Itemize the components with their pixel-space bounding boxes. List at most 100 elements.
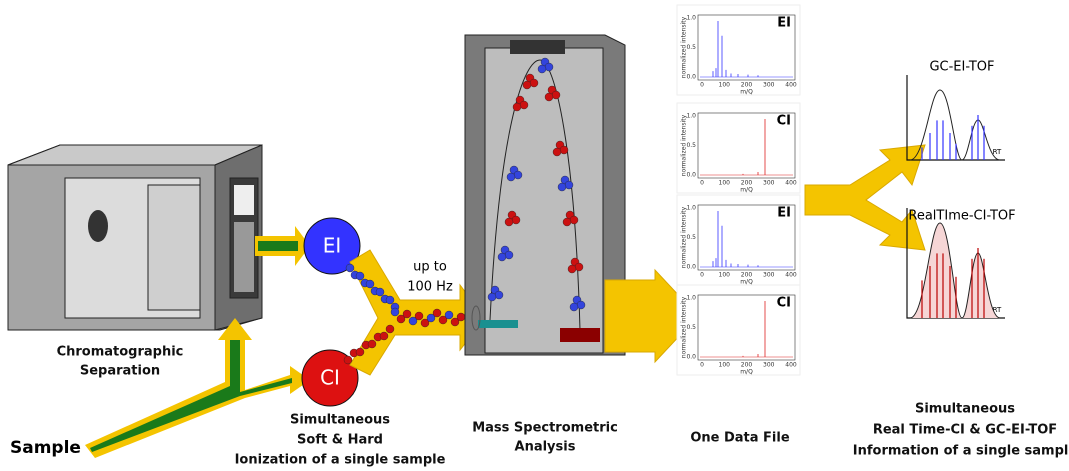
ion (551, 90, 561, 100)
ion (432, 308, 442, 318)
ion (494, 290, 504, 300)
x-tick-label: 300 (763, 272, 775, 279)
ion (559, 145, 569, 155)
plot-area (697, 112, 796, 179)
ci-source (301, 349, 359, 407)
ion (414, 311, 424, 321)
spectrum: EI 1.0 0.5 0.0 0 100 200 300 400 m/Q normalized in… (676, 194, 801, 286)
plot-area (697, 204, 796, 271)
ion (444, 310, 454, 320)
y-tick-label: 0.0 (686, 172, 696, 179)
ion (512, 102, 522, 112)
chromatogram: RealTIme-CI-TOF RT (906, 208, 1016, 319)
ion (576, 300, 586, 310)
ms-label: Mass Spectrometric (472, 421, 618, 436)
x-tick-label: 0 (700, 362, 704, 369)
ion (513, 170, 523, 180)
ion (375, 287, 385, 297)
ion (522, 80, 532, 90)
y-tick-label: 1.0 (686, 295, 696, 302)
ion (569, 302, 579, 312)
x-tick-label: 400 (785, 180, 797, 187)
ion (355, 347, 365, 357)
ion (557, 182, 567, 192)
x-tick-label: 100 (719, 180, 731, 187)
ion (564, 180, 574, 190)
ei-label: EI (323, 234, 342, 258)
ion (456, 312, 466, 322)
x-axis-label: m/Q (740, 369, 753, 376)
ion (504, 250, 514, 260)
x-tick-label: 200 (741, 180, 753, 187)
ion (385, 324, 395, 334)
chromatogram-title: GC-EI-TOF (929, 60, 994, 75)
spectrum: EI 1.0 0.5 0.0 0 100 200 300 400 m/Q normalized in… (676, 4, 801, 96)
sample-label: Sample (10, 438, 81, 458)
ion (562, 217, 572, 227)
gc-label: Chromatographic (57, 345, 184, 360)
x-axis-label: m/Q (740, 187, 753, 194)
gc-instrument (7, 144, 263, 331)
ci-label: CI (320, 366, 340, 390)
x-axis-label: m/Q (740, 279, 753, 286)
axis-label: RT (993, 148, 1002, 156)
chromatogram-title: RealTIme-CI-TOF (908, 209, 1015, 224)
y-tick-label: 1.0 (686, 15, 696, 22)
ion (544, 62, 554, 72)
y-tick-label: 0.5 (686, 234, 696, 241)
ion (420, 318, 430, 328)
spectrum-tag: EI (777, 206, 791, 221)
ion (367, 339, 377, 349)
ion (506, 172, 516, 182)
ion (438, 315, 448, 325)
ion (450, 317, 460, 327)
summary-label: Real Time-CI & GC-EI-TOF (873, 423, 1057, 438)
ion (408, 316, 418, 326)
spectrum: CI 1.0 0.5 0.0 0 100 200 300 400 m/Q normalized in… (676, 284, 801, 376)
ion (379, 331, 389, 341)
ion (426, 313, 436, 323)
y-axis-label: normalized intensity (681, 114, 688, 176)
x-tick-label: 200 (741, 272, 753, 279)
axis-label: RT (993, 306, 1002, 314)
ion (487, 292, 497, 302)
ion (355, 271, 365, 281)
data-file-label: One Data File (690, 431, 790, 446)
y-tick-label: 0.5 (686, 324, 696, 331)
ion (365, 279, 375, 289)
x-tick-label: 200 (741, 82, 753, 89)
y-axis-label: normalized intensity (681, 296, 688, 358)
ionization-label: Ionization of a single sample (235, 453, 446, 468)
summary-label: Simultaneous (915, 402, 1015, 417)
peak-curve (909, 222, 1001, 319)
ion (511, 215, 521, 225)
spectrum-tag: EI (777, 16, 791, 31)
y-axis-label: normalized intensity (681, 16, 688, 78)
ion (519, 100, 529, 110)
gc-label: Separation (80, 364, 160, 379)
x-tick-label: 100 (719, 272, 731, 279)
ion (552, 147, 562, 157)
y-tick-label: 0.0 (686, 264, 696, 271)
mass-spectrometer (464, 34, 626, 356)
x-tick-label: 400 (785, 362, 797, 369)
x-tick-label: 100 (719, 362, 731, 369)
y-tick-label: 0.0 (686, 74, 696, 81)
ion (569, 215, 579, 225)
rate-text: up to (413, 260, 447, 275)
x-tick-label: 400 (785, 272, 797, 279)
y-tick-label: 1.0 (686, 205, 696, 212)
x-tick-label: 0 (700, 272, 704, 279)
ion (574, 262, 584, 272)
sample-arrow (85, 226, 310, 458)
x-tick-label: 100 (719, 82, 731, 89)
ion (385, 295, 395, 305)
ion (343, 355, 353, 365)
x-tick-label: 300 (763, 82, 775, 89)
spectrum-tag: CI (777, 114, 791, 129)
ion (529, 78, 539, 88)
ion (402, 309, 412, 319)
ion (537, 64, 547, 74)
x-tick-label: 400 (785, 82, 797, 89)
